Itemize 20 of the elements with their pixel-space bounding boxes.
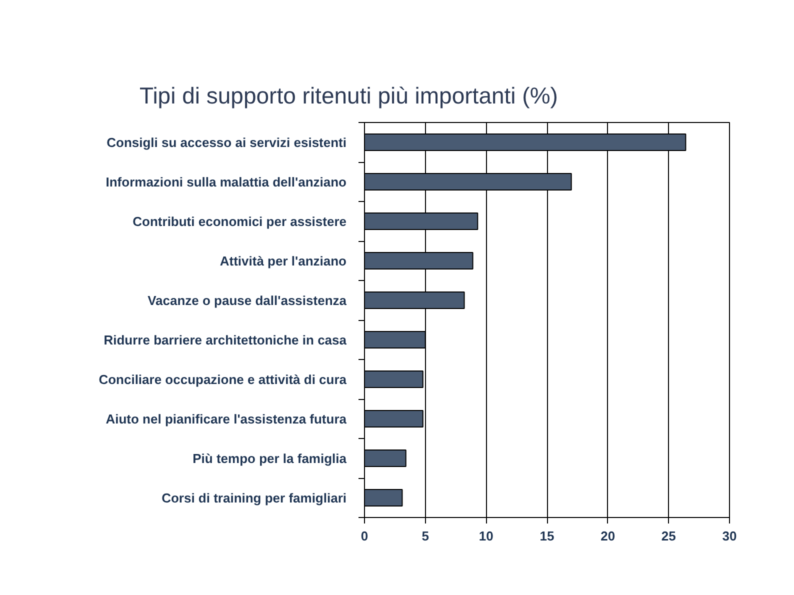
- y-tick-label: Aiuto nel pianificare l'assistenza futura: [106, 411, 348, 426]
- chart-title: Tipi di supporto ritenuti più importanti (%): [140, 82, 558, 108]
- x-tick-label: 30: [722, 528, 737, 544]
- y-tick-label: Più tempo per la famiglia: [192, 450, 348, 466]
- x-tick-label: 15: [540, 528, 554, 544]
- y-tick-label: Consigli su accesso ai servizi esistenti: [106, 134, 347, 150]
- y-tick-label: Attività per l'anziano: [220, 253, 347, 268]
- y-tick-label: Ridurre barriere architettoniche in casa: [104, 332, 348, 348]
- y-tick-label: Vacanze o pause dall'assistenza: [148, 292, 348, 308]
- x-tick-label: 5: [422, 528, 429, 544]
- bar: [364, 488, 403, 507]
- y-tick-label: Informazioni sulla malattia dell'anziano: [106, 174, 347, 190]
- y-tick-label: Contributi economici per assistere: [132, 214, 347, 229]
- x-tick-label: 25: [661, 528, 676, 544]
- y-tick-label: Corsi di training per famigliari: [162, 490, 346, 506]
- x-tick-label: 10: [478, 528, 494, 544]
- x-tick-label: 20: [600, 528, 616, 544]
- x-tick-label: 0: [360, 528, 368, 544]
- bar: [364, 449, 406, 468]
- y-tick-label: Conciliare occupazione e attività di cura: [98, 372, 348, 387]
